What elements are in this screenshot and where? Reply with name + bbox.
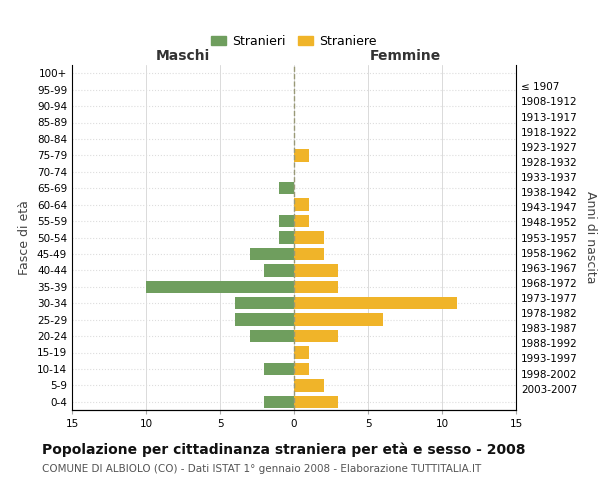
- Bar: [235, 297, 294, 310]
- Text: Maschi: Maschi: [156, 48, 210, 62]
- Bar: [294, 215, 309, 227]
- Bar: [294, 264, 338, 276]
- Text: Femmine: Femmine: [370, 48, 440, 62]
- Bar: [250, 330, 294, 342]
- Bar: [294, 346, 309, 358]
- Bar: [294, 396, 338, 408]
- Bar: [265, 363, 294, 375]
- Bar: [294, 198, 309, 211]
- Bar: [294, 280, 338, 293]
- Bar: [294, 314, 383, 326]
- Y-axis label: Anni di nascita: Anni di nascita: [584, 191, 597, 284]
- Bar: [279, 215, 294, 227]
- Bar: [265, 264, 294, 276]
- Bar: [294, 248, 323, 260]
- Bar: [294, 232, 323, 243]
- Bar: [250, 248, 294, 260]
- Bar: [294, 379, 323, 392]
- Bar: [294, 149, 309, 162]
- Bar: [294, 363, 309, 375]
- Bar: [294, 297, 457, 310]
- Bar: [146, 280, 294, 293]
- Legend: Stranieri, Straniere: Stranieri, Straniere: [206, 30, 382, 53]
- Bar: [265, 396, 294, 408]
- Bar: [279, 182, 294, 194]
- Bar: [279, 232, 294, 243]
- Y-axis label: Fasce di età: Fasce di età: [19, 200, 31, 275]
- Bar: [294, 330, 338, 342]
- Text: Popolazione per cittadinanza straniera per età e sesso - 2008: Popolazione per cittadinanza straniera p…: [42, 442, 526, 457]
- Bar: [235, 314, 294, 326]
- Text: COMUNE DI ALBIOLO (CO) - Dati ISTAT 1° gennaio 2008 - Elaborazione TUTTITALIA.IT: COMUNE DI ALBIOLO (CO) - Dati ISTAT 1° g…: [42, 464, 481, 474]
